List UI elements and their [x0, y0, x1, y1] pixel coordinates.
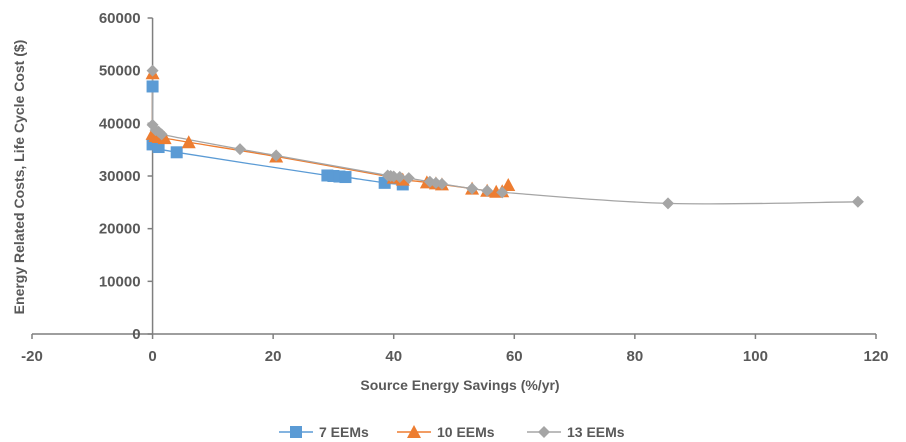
data-point-3 [481, 184, 494, 197]
data-point-3 [402, 172, 415, 185]
y-tick-label: 60000 [99, 10, 141, 27]
data-point-3 [393, 171, 406, 184]
legend-marker [538, 426, 550, 438]
series-markers [145, 64, 864, 210]
data-point-3 [435, 177, 448, 190]
y-tick-label: 30000 [99, 168, 141, 185]
legend-marker [407, 425, 421, 438]
y-tick-label: 20000 [99, 221, 141, 238]
y-tick-label: 10000 [99, 273, 141, 290]
y-tick-label: 0 [132, 326, 140, 343]
legend-item: 7 EEMs [279, 424, 369, 440]
data-point-1 [339, 171, 352, 184]
x-tick-label: 40 [385, 348, 402, 365]
legend: 7 EEMs 10 EEMs 13 EEMs [279, 424, 625, 440]
legend-label: 7 EEMs [319, 424, 369, 440]
y-axis-title: Energy Related Costs, Life Cycle Cost ($… [11, 40, 27, 315]
data-point-2 [501, 177, 516, 191]
legend-item: 10 EEMs [397, 424, 495, 440]
y-tick-label: 40000 [99, 115, 141, 132]
x-tick-label: -20 [21, 348, 43, 365]
x-axis-title: Source Energy Savings (%/yr) [360, 377, 559, 393]
axes: 0 10000 20000 30000 40000 50000 60000 -20 0 20 40 6… [21, 10, 888, 365]
data-point-2 [181, 135, 196, 149]
legend-label: 13 EEMs [567, 424, 625, 440]
legend-item: 13 EEMs [527, 424, 625, 440]
data-point-3 [146, 64, 159, 77]
x-tick-label: 100 [743, 348, 768, 365]
x-tick-label: 0 [148, 348, 156, 365]
data-point-3 [466, 182, 479, 195]
x-tick-label: 60 [506, 348, 523, 365]
series-line-1 [151, 86, 403, 186]
data-point-3 [270, 149, 283, 162]
x-tick-label: 120 [863, 348, 888, 365]
data-point-3 [851, 195, 864, 208]
data-point-1 [170, 146, 183, 159]
data-point-3 [155, 128, 168, 141]
data-point-3 [233, 143, 246, 156]
data-point-2 [157, 131, 172, 145]
legend-label: 10 EEMs [437, 424, 495, 440]
x-tick-label: 20 [265, 348, 282, 365]
x-axis-label: Source Energy Savings (%/yr) [360, 377, 559, 393]
data-point-3 [496, 186, 509, 199]
data-point-3 [662, 197, 675, 210]
legend-marker [290, 426, 302, 438]
y-tick-label: 50000 [99, 63, 141, 80]
x-tick-label: 80 [627, 348, 644, 365]
data-point-1 [146, 80, 159, 93]
y-axis-label: Energy Related Costs, Life Cycle Cost ($… [11, 40, 27, 315]
